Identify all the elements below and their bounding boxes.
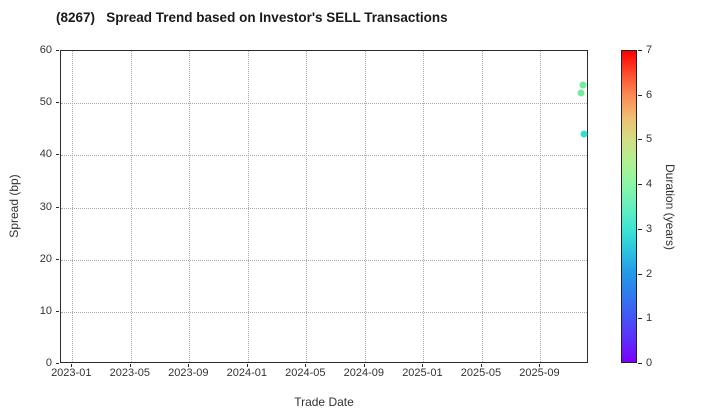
y-gridline <box>61 259 587 261</box>
x-gridline <box>247 51 249 362</box>
x-tick-label: 2025-05 <box>460 367 502 379</box>
colorbar-tick-mark <box>638 94 642 96</box>
x-tick-label: 2025-01 <box>402 367 443 379</box>
x-tick-mark <box>422 364 424 367</box>
colorbar-tick-mark <box>638 363 642 364</box>
x-tick-label: 2024-01 <box>226 367 267 379</box>
chart-title: (8267) Spread Trend based on Investor's … <box>56 10 448 25</box>
x-tick-label: 2023-09 <box>168 367 209 379</box>
y-gridline <box>61 311 587 313</box>
x-tick-mark <box>246 364 248 367</box>
y-tick-mark <box>56 102 59 104</box>
y-tick-mark <box>56 154 59 156</box>
x-tick-mark <box>539 364 541 367</box>
colorbar-axis-label: Duration (years) <box>663 163 677 251</box>
x-gridline <box>130 51 132 362</box>
colorbar-tick-mark <box>638 139 642 141</box>
colorbar-tick-label: 1 <box>646 312 653 325</box>
x-gridline <box>306 51 308 362</box>
colorbar-tick-mark <box>638 273 642 275</box>
y-tick-mark <box>56 363 59 364</box>
colorbar-tick-label: 0 <box>646 357 653 369</box>
colorbar-tick-label: 5 <box>646 133 653 146</box>
y-tick-mark <box>56 310 59 312</box>
colorbar-tick-label: 7 <box>646 44 653 56</box>
data-point <box>577 89 585 97</box>
y-tick-label: 60 <box>39 44 52 56</box>
x-tick-mark <box>129 364 131 367</box>
y-tick-label: 0 <box>45 357 52 369</box>
y-tick-label: 40 <box>39 148 52 161</box>
x-tick-mark <box>480 364 482 367</box>
colorbar-tick-label: 2 <box>646 267 653 280</box>
colorbar-tick-mark <box>638 184 642 186</box>
colorbar-tick-mark <box>638 50 642 51</box>
y-tick-mark <box>56 258 59 260</box>
y-tick-label: 10 <box>39 304 52 317</box>
y-gridline <box>61 207 587 209</box>
x-tick-mark <box>71 364 73 367</box>
x-tick-label: 2023-05 <box>109 367 150 379</box>
x-gridline <box>481 51 483 362</box>
data-point <box>579 81 587 89</box>
y-tick-label: 30 <box>39 200 52 213</box>
x-gridline <box>72 51 74 362</box>
x-tick-mark <box>363 364 365 367</box>
y-tick-label: 20 <box>39 252 52 265</box>
data-point <box>580 130 588 138</box>
y-axis-label: Spread (bp) <box>7 174 21 238</box>
x-tick-mark <box>305 364 307 367</box>
y-tick-mark <box>56 206 59 208</box>
x-tick-label: 2024-05 <box>285 367 326 379</box>
x-tick-label: 2024-09 <box>343 367 385 379</box>
colorbar-tick-label: 3 <box>646 222 653 235</box>
x-gridline <box>364 51 366 362</box>
colorbar-tick-label: 6 <box>646 88 653 101</box>
x-tick-label: 2025-09 <box>519 367 560 379</box>
colorbar-tick-mark <box>638 318 642 320</box>
colorbar-tick-label: 4 <box>646 178 653 191</box>
colorbar-tick-mark <box>638 228 642 230</box>
x-axis-label: Trade Date <box>294 395 354 409</box>
plot-area <box>60 50 588 363</box>
x-tick-mark <box>188 364 190 367</box>
x-gridline <box>540 51 542 362</box>
x-gridline <box>189 51 191 362</box>
y-gridline <box>61 103 587 105</box>
x-gridline <box>423 51 425 362</box>
y-tick-mark <box>56 50 59 51</box>
y-gridline <box>61 155 587 157</box>
x-tick-label: 2023-01 <box>51 367 92 379</box>
y-tick-label: 50 <box>39 96 52 109</box>
colorbar <box>621 50 637 363</box>
